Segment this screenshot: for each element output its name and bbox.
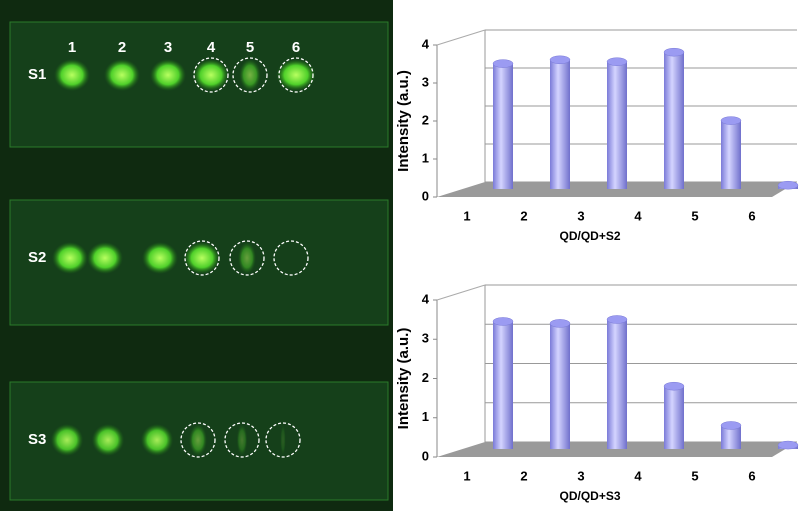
- bar-cap: [721, 421, 741, 429]
- y-axis-label: Intensity (a.u.): [395, 328, 412, 430]
- y-tick-label: 1: [422, 409, 429, 424]
- spot: [280, 424, 285, 456]
- bar: [550, 323, 570, 449]
- lane-label: 5: [246, 39, 254, 56]
- y-tick-label: 3: [422, 74, 429, 89]
- x-tick-label: 6: [748, 468, 755, 483]
- y-tick-label: 4: [422, 36, 430, 51]
- lane-label: 1: [68, 39, 76, 56]
- x-axis-label: QD/QD+S3: [559, 489, 620, 503]
- bar-cap: [778, 441, 798, 449]
- bar: [550, 60, 570, 189]
- spot: [237, 424, 248, 456]
- y-tick-label: 1: [422, 150, 429, 165]
- spot: [142, 242, 178, 274]
- x-tick-label: 1: [463, 208, 470, 223]
- bar-cap: [721, 117, 741, 125]
- bar: [721, 121, 741, 189]
- y-tick-label: 0: [422, 188, 429, 203]
- bar: [493, 321, 513, 449]
- x-tick-label: 2: [520, 208, 527, 223]
- spot: [104, 59, 140, 91]
- spot: [52, 242, 88, 274]
- figure: S1 S2 S3 1 2 3 4 5 6 0 1 2 3 4 1 2 3 4 5 6 QD/QD+S2 Intensity…: [0, 0, 801, 511]
- bar-cap: [607, 315, 627, 323]
- bar: [664, 386, 684, 449]
- lane-label: 4: [207, 39, 216, 56]
- x-tick-label: 4: [634, 468, 642, 483]
- panel-label: S3: [28, 431, 46, 448]
- bar: [664, 52, 684, 189]
- y-tick-label: 0: [422, 448, 429, 463]
- panel-label: S2: [28, 249, 46, 266]
- y-tick-label: 2: [422, 112, 429, 127]
- spot: [150, 59, 186, 91]
- bar-cap: [664, 382, 684, 390]
- bar-cap: [550, 56, 570, 64]
- spot: [92, 424, 124, 456]
- x-tick-label: 5: [691, 468, 698, 483]
- x-tick-label: 4: [634, 208, 642, 223]
- spot: [189, 424, 207, 456]
- x-tick-label: 1: [463, 468, 470, 483]
- bar-cap: [493, 60, 513, 68]
- y-tick-label: 2: [422, 370, 429, 385]
- lane-label: 6: [292, 39, 300, 56]
- y-axis-label: Intensity (a.u.): [395, 70, 412, 172]
- x-axis-label: QD/QD+S2: [559, 229, 620, 243]
- spot: [141, 424, 173, 456]
- bar-cap: [493, 317, 513, 325]
- bar-cap: [550, 319, 570, 327]
- spot: [238, 242, 256, 274]
- bar-cap: [778, 181, 798, 189]
- lane-label: 2: [118, 39, 126, 56]
- depth-line: [437, 285, 485, 300]
- x-tick-label: 6: [748, 208, 755, 223]
- bar-cap: [607, 58, 627, 66]
- bar-cap: [664, 48, 684, 56]
- spot: [239, 59, 261, 91]
- spot: [54, 59, 90, 91]
- y-tick-label: 4: [422, 291, 430, 306]
- x-tick-label: 3: [577, 208, 584, 223]
- y-tick-label: 3: [422, 331, 429, 346]
- x-tick-label: 3: [577, 468, 584, 483]
- x-tick-label: 5: [691, 208, 698, 223]
- bar: [493, 64, 513, 189]
- spot: [51, 424, 83, 456]
- x-tick-label: 2: [520, 468, 527, 483]
- depth-line: [437, 30, 485, 45]
- bar: [607, 62, 627, 189]
- bar: [607, 319, 627, 449]
- panel-label: S1: [28, 66, 46, 83]
- spot: [87, 242, 123, 274]
- lane-label: 3: [164, 39, 172, 56]
- spot: [276, 59, 316, 91]
